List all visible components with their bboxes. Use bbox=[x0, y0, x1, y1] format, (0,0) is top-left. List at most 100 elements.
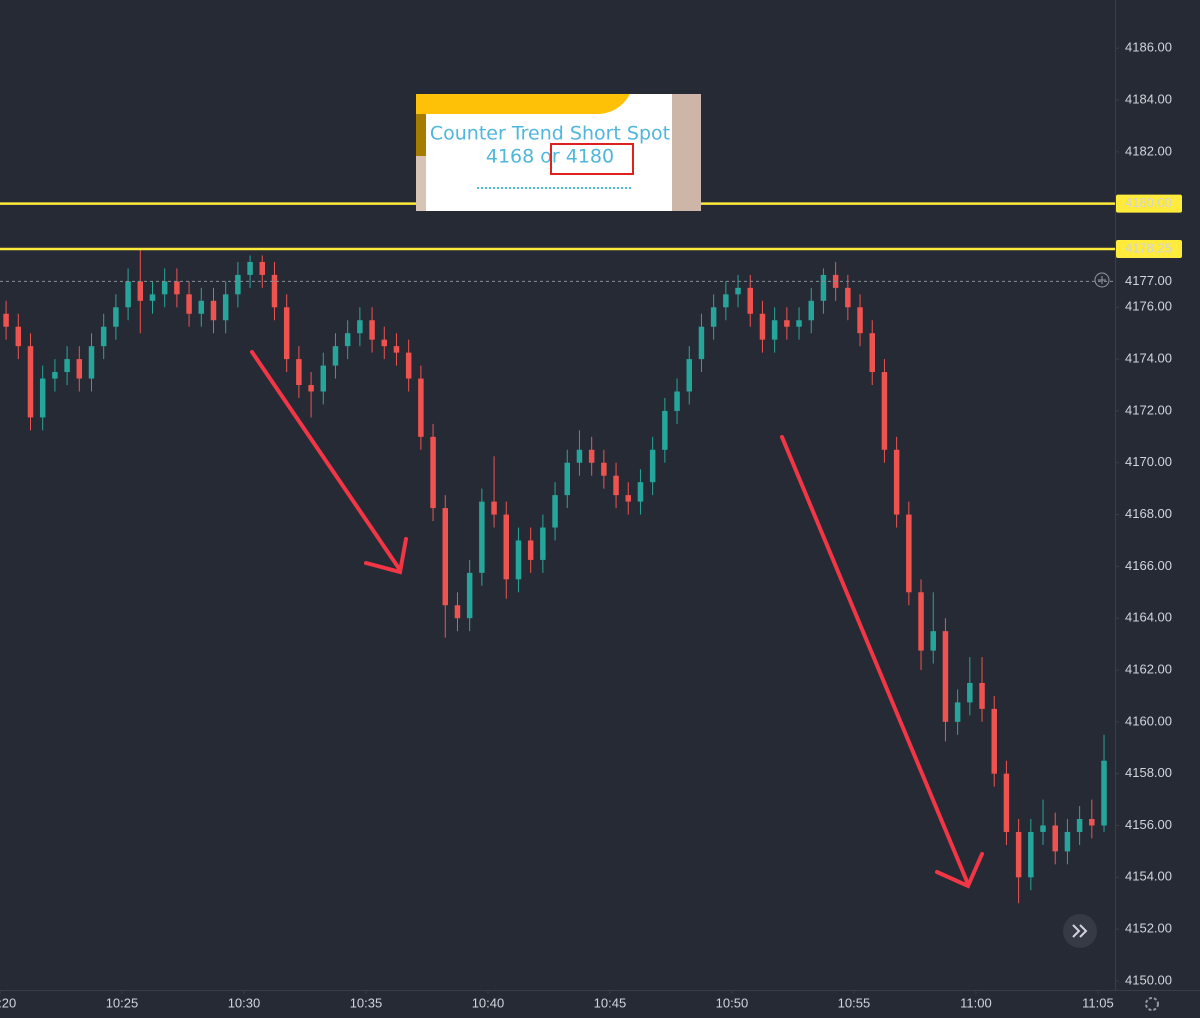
candle-body bbox=[210, 300, 217, 321]
y-tick-label: 4162.00 bbox=[1125, 661, 1172, 676]
y-tick-label: 4172.00 bbox=[1125, 402, 1172, 417]
settings-button[interactable] bbox=[1145, 997, 1159, 1011]
candle-body bbox=[100, 326, 107, 347]
add-button[interactable] bbox=[1094, 272, 1110, 288]
candle-body bbox=[1015, 831, 1022, 878]
candle-body bbox=[613, 475, 619, 496]
arrow-head bbox=[364, 537, 408, 575]
candle-body bbox=[771, 320, 778, 340]
candle-body bbox=[1101, 760, 1107, 826]
candle-body bbox=[149, 294, 156, 301]
candle-body bbox=[442, 508, 449, 606]
y-tick-label: 4182.00 bbox=[1125, 143, 1172, 158]
level-label-bg bbox=[1116, 239, 1182, 258]
image-strip bbox=[672, 94, 701, 211]
candle-body bbox=[637, 482, 644, 502]
y-tick-label: 4170.00 bbox=[1125, 454, 1172, 469]
candle-body bbox=[320, 365, 327, 392]
candle-body bbox=[576, 449, 583, 463]
highlight-box bbox=[550, 143, 634, 175]
arrow-shaft bbox=[250, 350, 402, 572]
candle-body bbox=[601, 462, 607, 476]
candle-body bbox=[991, 708, 997, 774]
x-tick-label: 10:35 bbox=[350, 995, 383, 1010]
candle-body bbox=[3, 313, 9, 327]
candle-body bbox=[930, 631, 936, 651]
candle-body bbox=[296, 359, 302, 386]
add-icon bbox=[1098, 276, 1106, 284]
candle-body bbox=[747, 287, 753, 314]
level-label-bg bbox=[1116, 194, 1182, 213]
y-tick-label: 4168.00 bbox=[1125, 506, 1172, 521]
scroll-icon bbox=[1072, 924, 1088, 938]
candle-body bbox=[1040, 825, 1046, 832]
y-tick-label: 4158.00 bbox=[1125, 765, 1172, 780]
candle-body bbox=[161, 281, 168, 295]
candle-body bbox=[430, 436, 436, 509]
y-tick-label: 4166.00 bbox=[1125, 558, 1172, 573]
candle-body bbox=[820, 274, 827, 301]
arrow-shaft bbox=[780, 435, 970, 886]
candle-body bbox=[344, 333, 351, 347]
x-tick-label: 10:25 bbox=[106, 995, 139, 1010]
candle-body bbox=[1076, 818, 1083, 832]
candle-body bbox=[808, 300, 814, 321]
candle-body bbox=[784, 320, 790, 327]
candle-body bbox=[174, 281, 180, 295]
candle-body bbox=[857, 307, 863, 334]
candle-body bbox=[674, 391, 680, 411]
x-tick-label: 10:45 bbox=[594, 995, 627, 1010]
candle-body bbox=[686, 359, 692, 392]
candle-body bbox=[186, 294, 192, 314]
y-tick-label: 4152.00 bbox=[1125, 921, 1172, 936]
image-strip bbox=[416, 156, 426, 211]
candle-body bbox=[881, 372, 888, 450]
candle-body bbox=[649, 449, 656, 483]
level-label: 4178.25 bbox=[1125, 240, 1172, 255]
candle-body bbox=[235, 274, 241, 295]
x-tick-label: 10:20 bbox=[0, 995, 16, 1010]
candle-body bbox=[222, 294, 229, 321]
candle-body bbox=[954, 702, 961, 722]
candle-body bbox=[466, 572, 473, 619]
candles bbox=[3, 248, 1107, 904]
y-tick-label: 4160.00 bbox=[1125, 713, 1172, 728]
candle-body bbox=[552, 495, 558, 528]
candle-body bbox=[564, 462, 571, 496]
x-tick-label: 11:05 bbox=[1082, 995, 1114, 1010]
candle-body bbox=[979, 682, 985, 709]
x-tick-label: 11:00 bbox=[960, 995, 992, 1010]
arrow-head bbox=[935, 852, 984, 889]
y-tick-label: 4164.00 bbox=[1125, 610, 1172, 625]
candle-body bbox=[759, 313, 766, 340]
candle-body bbox=[259, 261, 266, 275]
candle-body bbox=[796, 320, 802, 327]
y-tick-label: 4174.00 bbox=[1125, 351, 1172, 366]
image-strip bbox=[416, 114, 426, 156]
y-tick-label: 4176.00 bbox=[1125, 299, 1172, 314]
candle-body bbox=[540, 527, 546, 560]
candle-body bbox=[1064, 831, 1071, 852]
x-tick-label: 10:40 bbox=[472, 995, 505, 1010]
candle-body bbox=[1052, 825, 1058, 852]
candle-body bbox=[283, 307, 290, 360]
candle-body bbox=[271, 274, 278, 308]
candle-body bbox=[332, 346, 339, 366]
candle-body bbox=[454, 605, 461, 619]
crosshair-label: 4177.00 bbox=[1125, 273, 1172, 288]
candle-body bbox=[27, 346, 34, 418]
arrow bbox=[250, 350, 984, 889]
x-tick-label: 10:55 bbox=[838, 995, 871, 1010]
candle-body bbox=[247, 261, 253, 275]
candle-body bbox=[527, 540, 534, 560]
candle-body bbox=[710, 307, 717, 327]
candle-body bbox=[88, 346, 95, 379]
candle-body bbox=[662, 410, 668, 450]
candle-body bbox=[735, 287, 741, 295]
candle-body bbox=[418, 378, 424, 437]
candle-body bbox=[15, 326, 22, 347]
y-tick-label: 4186.00 bbox=[1125, 40, 1172, 55]
candle-body bbox=[393, 346, 400, 353]
x-tick-label: 10:30 bbox=[228, 995, 261, 1010]
